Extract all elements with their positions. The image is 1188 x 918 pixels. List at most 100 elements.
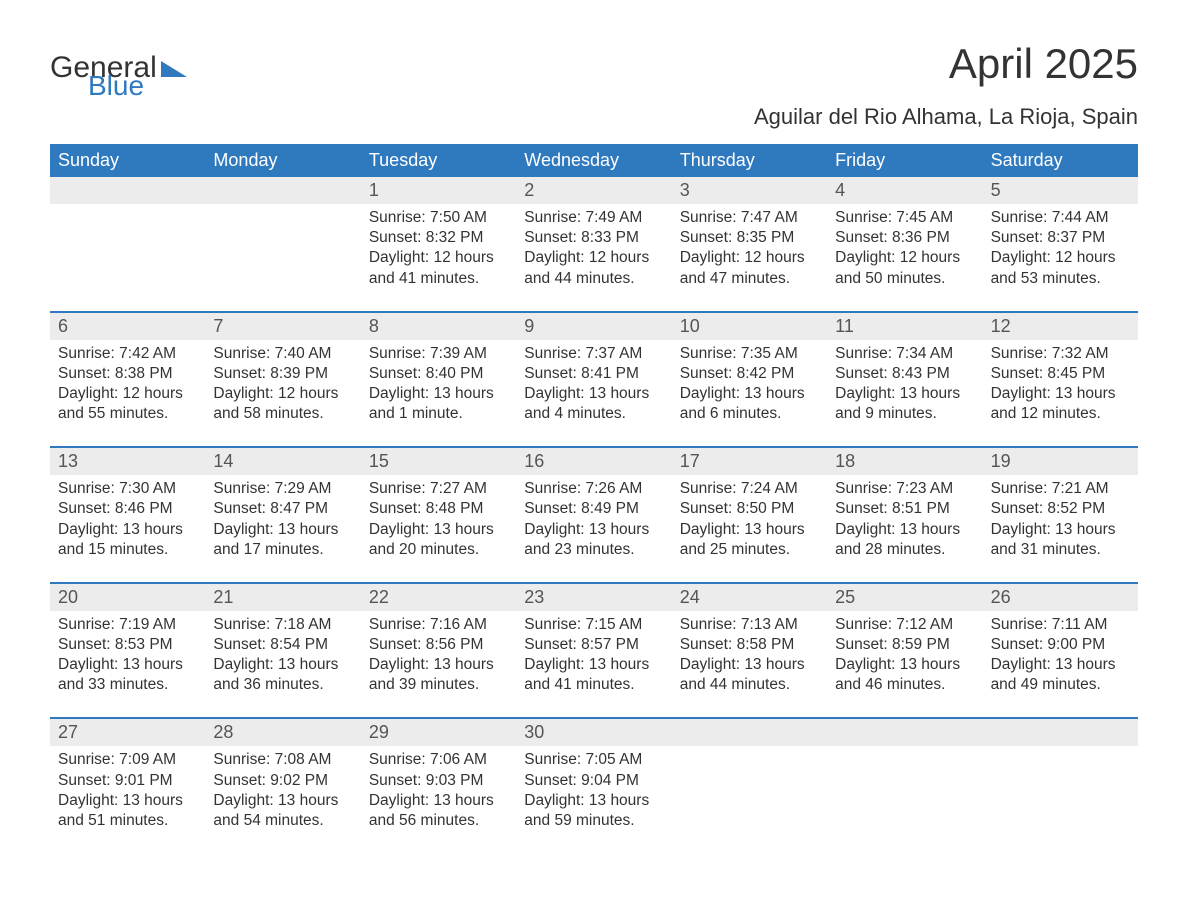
sunset-text: Sunset: 8:53 PM bbox=[58, 635, 197, 655]
sunset-text: Sunset: 8:36 PM bbox=[835, 228, 974, 248]
day-number: 9 bbox=[516, 313, 671, 340]
day-number: 3 bbox=[672, 177, 827, 204]
day-number: 16 bbox=[516, 448, 671, 475]
sunset-text: Sunset: 8:58 PM bbox=[680, 635, 819, 655]
sunset-text: Sunset: 9:02 PM bbox=[213, 771, 352, 791]
day-cell: Sunrise: 7:15 AMSunset: 8:57 PMDaylight:… bbox=[516, 611, 671, 700]
day-number: 17 bbox=[672, 448, 827, 475]
day-number: 11 bbox=[827, 313, 982, 340]
sunrise-text: Sunrise: 7:47 AM bbox=[680, 208, 819, 228]
sunset-text: Sunset: 8:51 PM bbox=[835, 499, 974, 519]
day-number: 27 bbox=[50, 719, 205, 746]
daylight-text: Daylight: 13 hours and 9 minutes. bbox=[835, 384, 974, 424]
day-cell: Sunrise: 7:21 AMSunset: 8:52 PMDaylight:… bbox=[983, 475, 1138, 564]
sunset-text: Sunset: 8:49 PM bbox=[524, 499, 663, 519]
sunset-text: Sunset: 9:01 PM bbox=[58, 771, 197, 791]
sunrise-text: Sunrise: 7:39 AM bbox=[369, 344, 508, 364]
day-number bbox=[827, 719, 982, 746]
day-cell: Sunrise: 7:37 AMSunset: 8:41 PMDaylight:… bbox=[516, 340, 671, 429]
day-number-row: 27282930 bbox=[50, 719, 1138, 746]
day-content-row: Sunrise: 7:50 AMSunset: 8:32 PMDaylight:… bbox=[50, 204, 1138, 311]
day-number: 2 bbox=[516, 177, 671, 204]
sunrise-text: Sunrise: 7:21 AM bbox=[991, 479, 1130, 499]
sunset-text: Sunset: 8:42 PM bbox=[680, 364, 819, 384]
sunset-text: Sunset: 8:40 PM bbox=[369, 364, 508, 384]
day-number: 26 bbox=[983, 584, 1138, 611]
daylight-text: Daylight: 13 hours and 59 minutes. bbox=[524, 791, 663, 831]
sunrise-text: Sunrise: 7:49 AM bbox=[524, 208, 663, 228]
day-cell: Sunrise: 7:05 AMSunset: 9:04 PMDaylight:… bbox=[516, 746, 671, 835]
weekday-label: Tuesday bbox=[361, 144, 516, 177]
day-number: 23 bbox=[516, 584, 671, 611]
day-number: 10 bbox=[672, 313, 827, 340]
sunset-text: Sunset: 9:03 PM bbox=[369, 771, 508, 791]
weekday-label: Thursday bbox=[672, 144, 827, 177]
sunrise-text: Sunrise: 7:13 AM bbox=[680, 615, 819, 635]
daylight-text: Daylight: 13 hours and 25 minutes. bbox=[680, 520, 819, 560]
daylight-text: Daylight: 13 hours and 1 minute. bbox=[369, 384, 508, 424]
daylight-text: Daylight: 13 hours and 15 minutes. bbox=[58, 520, 197, 560]
day-number: 20 bbox=[50, 584, 205, 611]
day-cell: Sunrise: 7:08 AMSunset: 9:02 PMDaylight:… bbox=[205, 746, 360, 835]
sunrise-text: Sunrise: 7:06 AM bbox=[369, 750, 508, 770]
day-cell: Sunrise: 7:32 AMSunset: 8:45 PMDaylight:… bbox=[983, 340, 1138, 429]
daylight-text: Daylight: 13 hours and 33 minutes. bbox=[58, 655, 197, 695]
weekday-label: Friday bbox=[827, 144, 982, 177]
sunrise-text: Sunrise: 7:26 AM bbox=[524, 479, 663, 499]
sunrise-text: Sunrise: 7:15 AM bbox=[524, 615, 663, 635]
sunset-text: Sunset: 8:47 PM bbox=[213, 499, 352, 519]
day-cell bbox=[672, 746, 827, 835]
day-cell: Sunrise: 7:26 AMSunset: 8:49 PMDaylight:… bbox=[516, 475, 671, 564]
sunset-text: Sunset: 8:45 PM bbox=[991, 364, 1130, 384]
day-cell: Sunrise: 7:06 AMSunset: 9:03 PMDaylight:… bbox=[361, 746, 516, 835]
day-cell: Sunrise: 7:13 AMSunset: 8:58 PMDaylight:… bbox=[672, 611, 827, 700]
sunset-text: Sunset: 8:32 PM bbox=[369, 228, 508, 248]
daylight-text: Daylight: 13 hours and 12 minutes. bbox=[991, 384, 1130, 424]
header: General Blue April 2025 bbox=[50, 40, 1138, 98]
day-number: 19 bbox=[983, 448, 1138, 475]
day-number bbox=[983, 719, 1138, 746]
day-cell: Sunrise: 7:47 AMSunset: 8:35 PMDaylight:… bbox=[672, 204, 827, 293]
day-number: 5 bbox=[983, 177, 1138, 204]
brand-part2: Blue bbox=[88, 73, 187, 98]
day-number bbox=[672, 719, 827, 746]
day-number: 14 bbox=[205, 448, 360, 475]
sunrise-text: Sunrise: 7:34 AM bbox=[835, 344, 974, 364]
daylight-text: Daylight: 13 hours and 36 minutes. bbox=[213, 655, 352, 695]
day-cell: Sunrise: 7:09 AMSunset: 9:01 PMDaylight:… bbox=[50, 746, 205, 835]
daylight-text: Daylight: 12 hours and 55 minutes. bbox=[58, 384, 197, 424]
daylight-text: Daylight: 13 hours and 20 minutes. bbox=[369, 520, 508, 560]
sunrise-text: Sunrise: 7:23 AM bbox=[835, 479, 974, 499]
day-cell: Sunrise: 7:29 AMSunset: 8:47 PMDaylight:… bbox=[205, 475, 360, 564]
sunset-text: Sunset: 8:57 PM bbox=[524, 635, 663, 655]
daylight-text: Daylight: 12 hours and 53 minutes. bbox=[991, 248, 1130, 288]
sunrise-text: Sunrise: 7:16 AM bbox=[369, 615, 508, 635]
sunrise-text: Sunrise: 7:05 AM bbox=[524, 750, 663, 770]
day-number: 21 bbox=[205, 584, 360, 611]
daylight-text: Daylight: 13 hours and 6 minutes. bbox=[680, 384, 819, 424]
sunset-text: Sunset: 8:56 PM bbox=[369, 635, 508, 655]
day-number: 13 bbox=[50, 448, 205, 475]
page-subtitle: Aguilar del Rio Alhama, La Rioja, Spain bbox=[50, 104, 1138, 130]
day-number: 30 bbox=[516, 719, 671, 746]
weekday-header: SundayMondayTuesdayWednesdayThursdayFrid… bbox=[50, 144, 1138, 177]
sunset-text: Sunset: 8:48 PM bbox=[369, 499, 508, 519]
day-number-row: 13141516171819 bbox=[50, 448, 1138, 475]
daylight-text: Daylight: 12 hours and 58 minutes. bbox=[213, 384, 352, 424]
daylight-text: Daylight: 13 hours and 41 minutes. bbox=[524, 655, 663, 695]
daylight-text: Daylight: 12 hours and 50 minutes. bbox=[835, 248, 974, 288]
day-number-row: 6789101112 bbox=[50, 313, 1138, 340]
sunset-text: Sunset: 8:43 PM bbox=[835, 364, 974, 384]
day-number: 1 bbox=[361, 177, 516, 204]
day-content-row: Sunrise: 7:19 AMSunset: 8:53 PMDaylight:… bbox=[50, 611, 1138, 718]
sunset-text: Sunset: 8:35 PM bbox=[680, 228, 819, 248]
day-cell: Sunrise: 7:45 AMSunset: 8:36 PMDaylight:… bbox=[827, 204, 982, 293]
sunrise-text: Sunrise: 7:42 AM bbox=[58, 344, 197, 364]
sunset-text: Sunset: 9:00 PM bbox=[991, 635, 1130, 655]
day-cell: Sunrise: 7:50 AMSunset: 8:32 PMDaylight:… bbox=[361, 204, 516, 293]
sunrise-text: Sunrise: 7:45 AM bbox=[835, 208, 974, 228]
day-cell: Sunrise: 7:40 AMSunset: 8:39 PMDaylight:… bbox=[205, 340, 360, 429]
daylight-text: Daylight: 13 hours and 31 minutes. bbox=[991, 520, 1130, 560]
sunset-text: Sunset: 8:37 PM bbox=[991, 228, 1130, 248]
day-cell: Sunrise: 7:27 AMSunset: 8:48 PMDaylight:… bbox=[361, 475, 516, 564]
